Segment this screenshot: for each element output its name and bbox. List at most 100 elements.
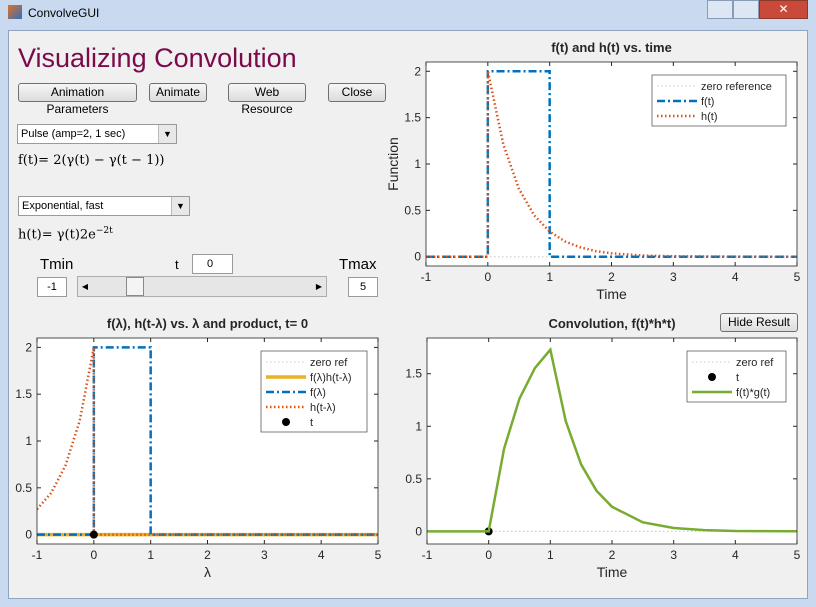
x-tick-label: 5 xyxy=(794,548,801,562)
legend-label: f(t)*g(t) xyxy=(736,387,770,399)
y-tick-label: 2 xyxy=(414,64,421,78)
legend-marker xyxy=(282,418,290,426)
tmax-label: Tmax xyxy=(339,256,377,273)
x-tick-label: 3 xyxy=(670,270,677,284)
y-tick-label: 1.5 xyxy=(15,387,32,401)
x-tick-label: 0 xyxy=(90,548,97,562)
y-tick-label: 0.5 xyxy=(405,472,422,486)
x-tick-label: 4 xyxy=(318,548,325,562)
y-tick-label: 1.5 xyxy=(404,111,421,125)
plot-area xyxy=(37,346,378,539)
maximize-button[interactable] xyxy=(733,0,759,19)
legend-label: zero ref xyxy=(736,357,774,369)
app-icon xyxy=(8,5,22,19)
button[interactable]: Animate xyxy=(149,83,207,102)
button[interactable]: Close xyxy=(328,83,386,102)
x-axis-label: Time xyxy=(597,564,628,580)
minimize-button[interactable] xyxy=(707,0,733,19)
x-tick-label: 1 xyxy=(547,548,554,562)
x-tick-label: 2 xyxy=(609,548,616,562)
plot-area xyxy=(427,346,797,536)
x-tick-label: -1 xyxy=(421,270,432,284)
formula-base: h(t)= γ(t)2e xyxy=(18,227,96,243)
series-line xyxy=(37,346,378,536)
legend-label: h(t) xyxy=(701,111,718,123)
series-line xyxy=(427,346,797,533)
series-line xyxy=(426,70,797,258)
chart-title: f(λ), h(t-λ) vs. λ and product, t= 0 xyxy=(107,316,308,331)
slider[interactable]: ◀ ▶ xyxy=(77,276,327,297)
x-tick-label: 5 xyxy=(375,548,382,562)
dropdown-text: Pulse (amp=2, 1 sec) xyxy=(21,128,126,140)
formula: f(t)= 2(γ(t) − γ(t − 1)) xyxy=(18,153,165,168)
formula: h(t)= γ(t)2e−2t xyxy=(18,226,113,242)
x-tick-label: 2 xyxy=(204,548,211,562)
formula-exponent: −2t xyxy=(95,226,113,236)
x-tick-label: 2 xyxy=(608,270,615,284)
legend xyxy=(686,350,787,403)
x-tick-label: -1 xyxy=(422,548,433,562)
chart-title: f(t) and h(t) vs. time xyxy=(551,40,672,55)
tmin-input[interactable]: -1 xyxy=(37,277,67,297)
x-tick-label: 5 xyxy=(794,270,801,284)
y-tick-label: 0 xyxy=(414,250,421,264)
y-tick-label: 1.5 xyxy=(405,367,422,381)
x-tick-label: -1 xyxy=(32,548,43,562)
x-tick-label: 4 xyxy=(732,270,739,284)
x-tick-label: 0 xyxy=(485,548,492,562)
legend-label: zero reference xyxy=(701,81,772,93)
slider-right-arrow[interactable]: ▶ xyxy=(315,282,323,291)
marker xyxy=(89,530,98,539)
heading: Visualizing Convolution xyxy=(18,43,297,73)
y-tick-label: 0 xyxy=(415,524,422,538)
y-tick-label: 0.5 xyxy=(15,481,32,495)
legend-label: h(t-λ) xyxy=(310,402,336,414)
x-axis-label: Time xyxy=(596,286,627,302)
y-axis-label: Function xyxy=(385,137,401,191)
chart-title: Convolution, f(t)*h*t) xyxy=(548,316,675,331)
x-tick-label: 0 xyxy=(484,270,491,284)
x-axis-label: λ xyxy=(204,564,211,580)
response-dropdown[interactable]: Exponential, fast ▼ xyxy=(18,196,190,216)
axes-box xyxy=(36,337,379,545)
legend-label: f(λ)h(t-λ) xyxy=(310,372,352,384)
legend-label: t xyxy=(310,417,313,429)
y-tick-label: 1 xyxy=(25,434,32,448)
plot-area xyxy=(426,70,797,258)
x-tick-label: 3 xyxy=(261,548,268,562)
hide-result-button[interactable]: Hide Result xyxy=(720,313,798,332)
y-tick-label: 1 xyxy=(414,157,421,171)
dropdown-text: Exponential, fast xyxy=(22,200,104,212)
y-tick-label: 0.5 xyxy=(404,203,421,217)
dropdown-arrow: ▼ xyxy=(158,125,176,143)
slider-left-arrow[interactable]: ◀ xyxy=(81,282,89,291)
close-window-button[interactable]: ✕ xyxy=(759,0,808,19)
button[interactable]: Animation Parameters xyxy=(18,83,137,116)
x-tick-label: 1 xyxy=(147,548,154,562)
legend-label: zero ref xyxy=(310,357,348,369)
t-input[interactable]: 0 xyxy=(192,254,233,274)
y-tick-label: 2 xyxy=(25,340,32,354)
tmin-label: Tmin xyxy=(40,256,74,273)
tmax-input[interactable]: 5 xyxy=(348,277,378,297)
y-tick-label: 0 xyxy=(25,528,32,542)
window-title: ConvolveGUI xyxy=(28,6,100,20)
axes-box xyxy=(426,337,798,545)
legend-label: f(λ) xyxy=(310,387,326,399)
button[interactable]: Web Resource xyxy=(228,83,306,116)
x-tick-label: 3 xyxy=(670,548,677,562)
dropdown-arrow: ▼ xyxy=(171,197,189,215)
t-label: t xyxy=(175,257,179,272)
legend-label: f(t) xyxy=(701,96,714,108)
series-line xyxy=(426,71,797,258)
axes-box xyxy=(425,61,798,267)
x-tick-label: 1 xyxy=(546,270,553,284)
slider-thumb[interactable] xyxy=(125,277,144,296)
legend-marker xyxy=(708,373,716,381)
legend-label: t xyxy=(736,372,739,384)
input-dropdown[interactable]: Pulse (amp=2, 1 sec) ▼ xyxy=(17,124,177,144)
x-tick-label: 4 xyxy=(732,548,739,562)
y-tick-label: 1 xyxy=(415,419,422,433)
